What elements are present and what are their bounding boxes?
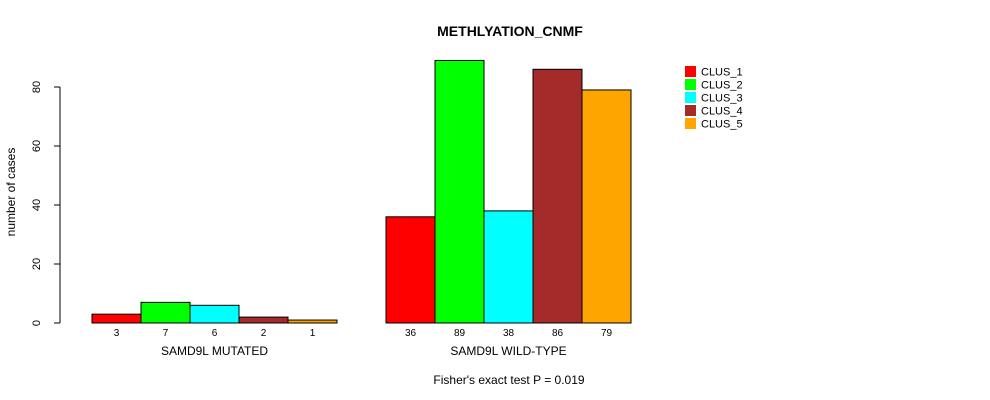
group-label: SAMD9L WILD-TYPE: [450, 344, 566, 358]
legend-label: CLUS_3: [701, 93, 743, 105]
bar-clus-5: [581, 89, 632, 324]
bar-clus-1: [91, 313, 142, 324]
bar-count-label: 79: [601, 328, 613, 339]
bar-count-label: 86: [552, 328, 564, 339]
bar-clus-5: [287, 319, 338, 324]
bar-count-label: 36: [405, 328, 417, 339]
y-tick-label: 20: [31, 258, 43, 270]
group-labels: SAMD9L MUTATED SAMD9L WILD-TYPE: [161, 344, 567, 358]
legend-label: CLUS_1: [701, 67, 743, 79]
bar-clus-4: [532, 68, 583, 324]
legend-swatch: [685, 66, 696, 77]
bar-count-label: 38: [503, 328, 515, 339]
bar-count-label: 7: [163, 328, 169, 339]
y-tick-label: 0: [31, 320, 43, 326]
bar-clus-2: [434, 59, 485, 324]
fisher-test-footnote: Fisher's exact test P = 0.019: [433, 373, 584, 387]
bar-clus-3: [189, 304, 240, 324]
bar-clus-3: [483, 210, 534, 324]
chart-title: METHLYATION_CNMF: [437, 23, 583, 39]
legend-swatch: [685, 105, 696, 116]
y-tick-label: 40: [31, 199, 43, 211]
bar-count-label: 3: [114, 328, 120, 339]
bars: 3 7 6 2 1 36 89 38 86 79: [91, 59, 632, 339]
y-tick-label: 60: [31, 140, 43, 152]
bar-clus-2: [140, 301, 191, 324]
legend-swatch: [685, 92, 696, 103]
bar-count-label: 1: [310, 328, 316, 339]
legend-label: CLUS_2: [701, 80, 743, 92]
legend-label: CLUS_5: [701, 119, 743, 131]
y-tick-label: 80: [31, 81, 43, 93]
bar-count-label: 2: [261, 328, 267, 339]
legend-swatch: [685, 118, 696, 129]
y-axis-label: number of cases: [4, 148, 18, 237]
legend-label: CLUS_4: [701, 106, 743, 118]
group-label: SAMD9L MUTATED: [161, 344, 268, 358]
bar-count-label: 89: [454, 328, 466, 339]
legend-swatch: [685, 79, 696, 90]
bar-count-label: 6: [212, 328, 218, 339]
bar-clus-1: [385, 216, 436, 324]
bar-clus-4: [238, 316, 289, 324]
y-axis: 0 20 40 60 80: [31, 81, 61, 326]
